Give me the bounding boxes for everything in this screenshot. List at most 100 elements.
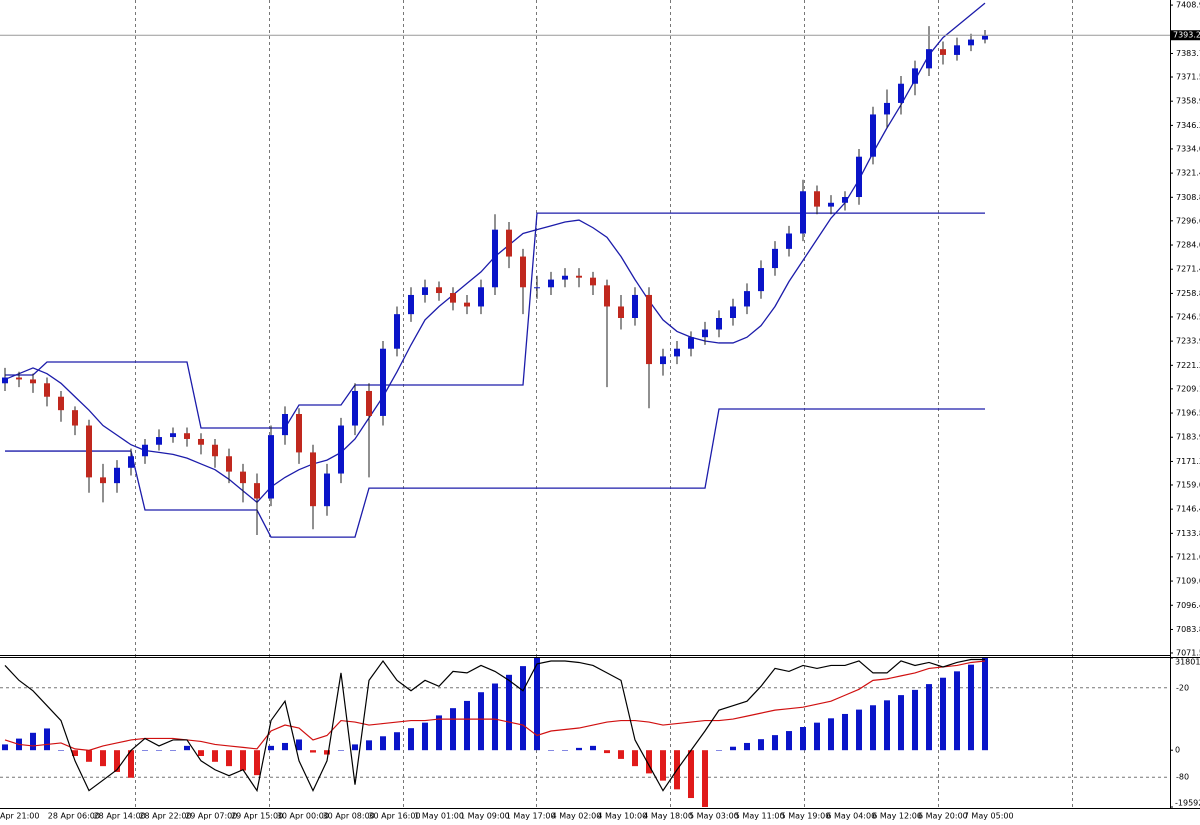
candle-body: [730, 306, 736, 318]
indicator-line: [5, 212, 985, 429]
candle-body: [646, 294, 652, 365]
price-tick-label: 7271.40: [1176, 265, 1200, 274]
histogram-bar: [660, 750, 666, 781]
price-tick-label: 7308.85: [1176, 193, 1200, 202]
candle-body: [100, 477, 106, 484]
oscillator-line: [4, 658, 985, 793]
histogram-bar: [2, 744, 8, 751]
candle-body: [394, 314, 400, 349]
candle-body: [674, 348, 680, 357]
histogram-bar: [688, 750, 694, 799]
candle-body: [856, 156, 862, 198]
histogram-bar: [436, 715, 442, 751]
histogram-bar: [590, 745, 596, 751]
candle-body: [870, 114, 876, 157]
candle-body: [142, 444, 148, 457]
histogram-bar: [30, 732, 36, 751]
price-tick-label: 7233.95: [1176, 337, 1200, 346]
histogram-bar: [786, 731, 792, 751]
candle-body: [352, 390, 358, 426]
histogram-bar: [156, 750, 162, 751]
histogram-bar: [478, 692, 484, 751]
candle-body: [520, 256, 526, 288]
candle-body: [954, 45, 960, 55]
histogram-bar: [282, 742, 288, 751]
candle-body: [380, 348, 386, 416]
histogram-bar: [562, 750, 568, 751]
histogram-bar: [772, 735, 778, 751]
histogram-bar: [618, 750, 624, 759]
price-tick-label: 7096.40: [1176, 601, 1200, 610]
time-label: 5 May 19:00: [781, 812, 831, 821]
candle-body: [828, 202, 834, 207]
candle-body: [814, 191, 820, 207]
histogram-bar: [268, 745, 274, 751]
histogram-bar: [86, 750, 92, 762]
histogram-bar: [744, 742, 750, 751]
histogram-bar: [842, 713, 848, 751]
price-tick-label: 7159.05: [1176, 480, 1200, 489]
candle-body: [842, 197, 848, 203]
histogram-bar: [422, 722, 428, 751]
candle-body: [254, 483, 260, 499]
histogram-bar: [912, 689, 918, 751]
histogram-bar: [520, 666, 526, 751]
candle-body: [114, 467, 120, 484]
histogram-bar: [254, 750, 260, 776]
histogram-bar: [870, 705, 876, 751]
histogram-bar: [450, 708, 456, 751]
price-tick-label: 7383.75: [1176, 49, 1200, 58]
histogram-bar: [142, 750, 148, 751]
price-tick-label: 7408.95: [1176, 1, 1200, 10]
price-tick-label: 7346.30: [1176, 121, 1200, 130]
candle-body: [268, 435, 274, 499]
histogram-bar: [534, 658, 540, 751]
price-tick-label: 7221.35: [1176, 361, 1200, 370]
histogram-bar: [240, 750, 246, 771]
candle-body: [786, 233, 792, 249]
candle-body: [324, 473, 330, 507]
candle-body: [478, 287, 484, 307]
candle-body: [2, 377, 8, 384]
time-label: 4 May 10:00: [597, 812, 647, 821]
candle-body: [338, 425, 344, 474]
candle-body: [240, 471, 246, 484]
time-grid: [135, 0, 1073, 808]
histogram-bar: [352, 744, 358, 751]
candle-body: [926, 49, 932, 69]
candle-body: [968, 39, 974, 46]
candle-body: [576, 275, 582, 278]
candle-body: [422, 287, 428, 295]
histogram-bar: [324, 750, 330, 755]
level-label: -20: [1176, 683, 1189, 692]
histogram-bar: [100, 750, 106, 767]
oscillator-line: [4, 660, 986, 751]
candle-body: [800, 191, 806, 234]
candle-body: [86, 425, 92, 478]
price-tick-label: 7296.60: [1176, 216, 1200, 225]
time-label: 30 Apr 16:00: [368, 812, 420, 821]
candle-body: [506, 229, 512, 257]
candle-body: [408, 294, 414, 315]
time-label: 4 May 18:00: [643, 812, 693, 821]
histogram-bar: [128, 750, 134, 778]
current-price-label: 7393.25: [1173, 31, 1200, 40]
time-label: Apr 21:00: [0, 812, 39, 821]
price-tick-label: 7171.30: [1176, 457, 1200, 466]
candle-body: [604, 285, 610, 307]
candle-body: [450, 293, 456, 303]
histogram-bar: [366, 740, 372, 751]
candle-body: [436, 287, 442, 294]
time-label: 1 May 01:00: [414, 812, 464, 821]
price-tick-label: 7371.50: [1176, 73, 1200, 82]
price-tick-label: 7109.00: [1176, 577, 1200, 586]
price-tick-label: 7358.90: [1176, 97, 1200, 106]
price-tick-label: 7258.80: [1176, 289, 1200, 298]
candle-body: [72, 410, 78, 426]
candle-body: [226, 456, 232, 472]
candle-body: [632, 294, 638, 318]
candle-body: [534, 287, 540, 289]
histogram-bar: [940, 677, 946, 751]
time-label: 28 Apr 22:00: [139, 812, 191, 821]
